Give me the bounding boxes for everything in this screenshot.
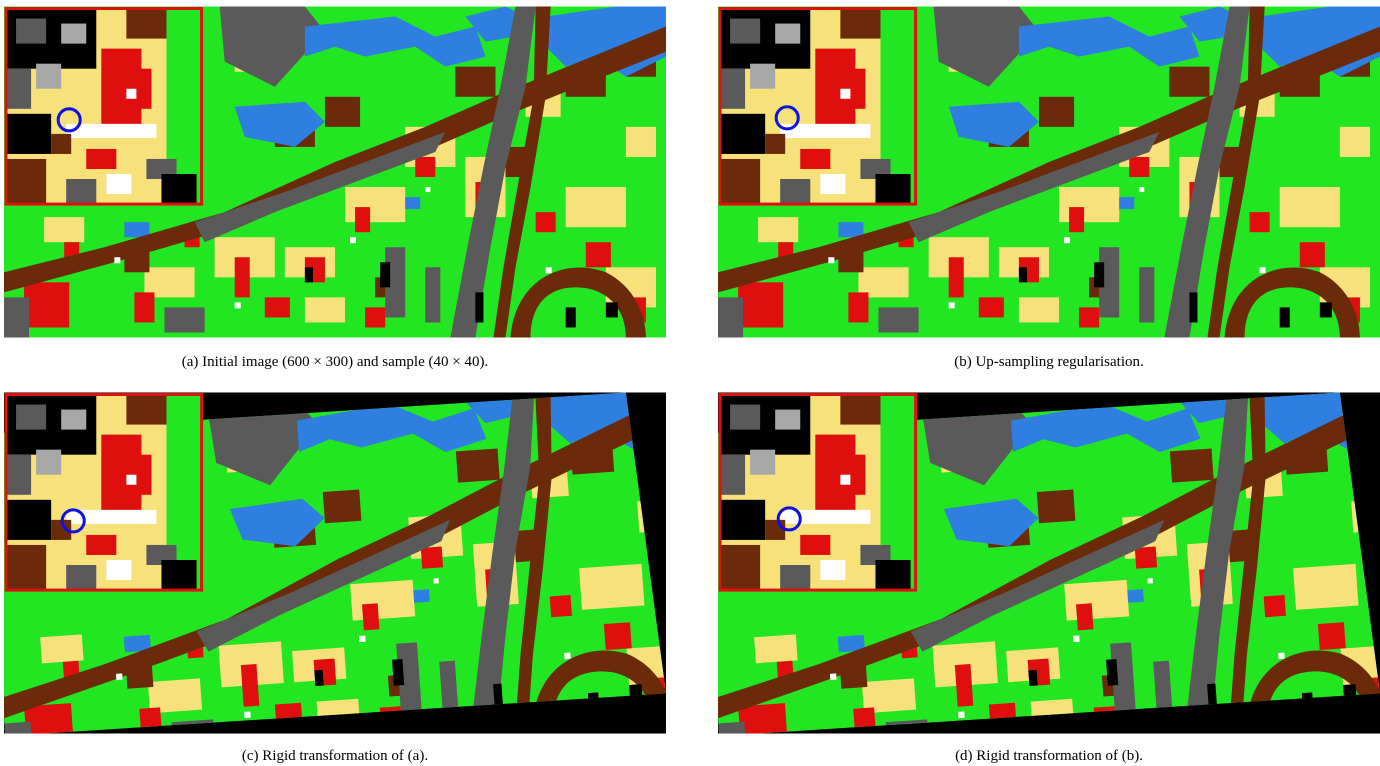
panel-c: (c) Rigid transformation of (a). (4, 392, 666, 764)
caption-d: (d) Rigid transformation of (b). (955, 748, 1143, 764)
caption-a: (a) Initial image (600 × 300) and sample… (181, 354, 489, 370)
zoomed-sample-inset (718, 7, 918, 206)
zoomed-sample-inset (4, 7, 204, 206)
rigid-transformed-map-b (718, 392, 1380, 734)
zoomed-sample-inset (718, 392, 918, 592)
caption-b: (b) Up-sampling regularisation. (954, 354, 1144, 370)
panel-d: (d) Rigid transformation of (b). (718, 392, 1380, 764)
panel-b: (b) Up-sampling regularisation. (718, 6, 1380, 370)
upsampled-classification-map (718, 6, 1380, 338)
sample-location-marker (56, 107, 82, 133)
caption-c: (c) Rigid transformation of (a). (241, 748, 429, 764)
sample-location-marker (776, 506, 802, 532)
zoomed-sample-inset (4, 392, 204, 592)
rigid-transformed-map-a (4, 392, 666, 734)
sample-location-marker (60, 508, 86, 534)
initial-classification-map (4, 6, 666, 338)
panel-a: (a) Initial image (600 × 300) and sample… (4, 6, 666, 370)
sample-location-marker (774, 105, 800, 131)
